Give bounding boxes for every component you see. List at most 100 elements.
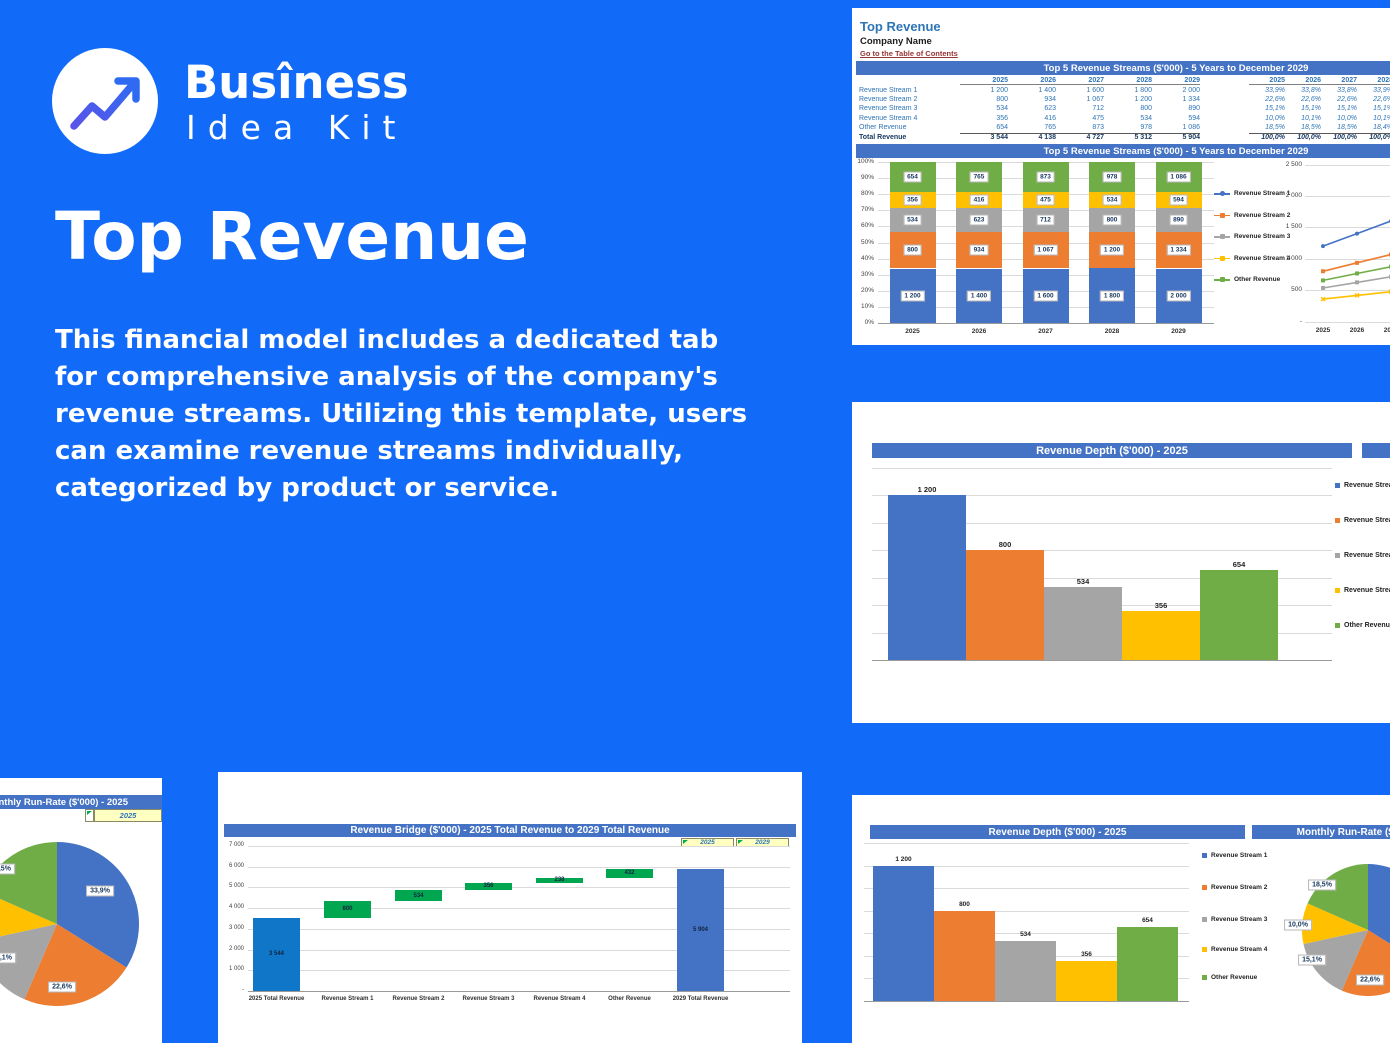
waterfall-chart: 7 000 6 000 5 000 4 000 3 000 2 000 1 000 - 3 54…	[218, 772, 802, 1043]
cell-pct: 22,6%	[1301, 96, 1321, 104]
cell-pct: 18,5%	[1265, 123, 1285, 131]
gridline	[864, 933, 1189, 935]
y-axis-tick: 30%	[860, 270, 874, 278]
waterfall-bar	[253, 917, 300, 991]
gridline	[1305, 290, 1390, 292]
y-axis-tick: 90%	[860, 174, 874, 182]
y-axis-tick: 7 000	[228, 842, 244, 848]
depth-bar	[1200, 570, 1278, 660]
stacked-bar-chart: 100% 90% 80% 70% 60% 50% 40% 30% 20% 10% 0% 1 200 80…	[852, 154, 1292, 342]
total-value: 3 544	[990, 134, 1008, 142]
combo-indicator	[85, 809, 94, 822]
legend-line-icon	[1214, 277, 1230, 283]
segment-label: 800	[903, 244, 922, 256]
year-header: 2028	[1104, 77, 1152, 85]
cell-pct: 10,0%	[1337, 114, 1357, 122]
depth-title-bar: Revenue Depth ($'000) - 2025	[872, 443, 1352, 458]
legend-label: Revenue Stream 3	[1344, 552, 1390, 559]
legend-line-icon	[1214, 191, 1230, 197]
cell-value: 890	[1188, 105, 1200, 113]
brand-logo	[52, 48, 158, 154]
y-axis-tick: -	[1299, 317, 1302, 325]
segment-label: 1 200	[900, 290, 925, 302]
depth-bar-chart-small: 1 200 800 534 356 654 Revenue Stream 1 Revenue…	[852, 795, 1390, 1043]
total-value: 5 904	[1182, 134, 1200, 142]
gridline	[248, 887, 790, 889]
y-axis-tick: 1 000	[228, 966, 244, 973]
y-axis-tick: 4 000	[228, 904, 244, 911]
page-title: Top Revenue	[55, 198, 529, 275]
bar-value-label: 238	[554, 877, 565, 884]
legend-line-icon	[1214, 234, 1230, 240]
segment-label: 1 800	[1099, 290, 1125, 302]
cell-value: 594	[1188, 114, 1200, 122]
y-axis-tick: 60%	[860, 222, 874, 230]
depth-bar	[873, 865, 934, 1001]
gridline	[1305, 258, 1390, 260]
y-axis-tick: 2 000	[1285, 191, 1302, 199]
legend-item: Revenue Stream 3	[1335, 552, 1390, 559]
row-label: Revenue Stream 2	[859, 96, 918, 104]
legend-label: Other Revenue	[1234, 276, 1281, 283]
gridline	[1305, 321, 1390, 323]
legend-item: Revenue Stream 1	[1214, 190, 1290, 197]
total-value: 5 312	[1134, 134, 1152, 142]
cell-pct: 10,1%	[1373, 114, 1390, 122]
total-value: 4 727	[1086, 134, 1104, 142]
row-values: 356 416 475 534 594	[960, 115, 1200, 122]
total-value: 4 138	[1038, 134, 1056, 142]
stacked-chart-legend: Revenue Stream 1 Revenue Stream 2 Revenue …	[1214, 190, 1298, 320]
gridline	[1305, 164, 1390, 166]
segment-label: 534	[1102, 194, 1122, 206]
cell-value: 800	[996, 96, 1008, 104]
y-axis-tick: -	[242, 987, 244, 993]
y-axis-tick: 5 000	[228, 883, 244, 890]
cell-value: 1 334	[1182, 96, 1200, 104]
gridline	[872, 550, 1332, 552]
cell-pct: 15,1%	[1337, 105, 1357, 113]
total-label: Total Revenue	[859, 133, 907, 141]
segment-label: 1 334	[1166, 244, 1191, 256]
legend-item: Revenue Stream 1	[1335, 482, 1390, 489]
brand-name: Busîness	[184, 56, 409, 109]
dropdown-arrow-icon	[738, 840, 743, 844]
cell-pct: 22,6%	[1265, 96, 1285, 104]
cell-pct: 18,5%	[1337, 123, 1357, 131]
next-title-bar-clipped	[1362, 443, 1390, 458]
legend-item: Revenue Stream 3	[1214, 233, 1290, 240]
legend-label: Other Revenue	[1344, 622, 1390, 629]
x-axis-label: Revenue Stream 1	[321, 996, 374, 1002]
pie-slice	[1303, 930, 1368, 991]
page-description: This financial model includes a dedicate…	[55, 325, 748, 503]
legend-swatch	[1202, 885, 1207, 890]
row-label: Revenue Stream 3	[859, 105, 918, 113]
gridline	[872, 522, 1332, 524]
legend-label: Revenue Stream 1	[1234, 190, 1291, 197]
y-axis-tick: 0%	[864, 319, 874, 326]
x-axis-label: 2029	[1171, 328, 1186, 335]
x-axis-label: Revenue Stream 3	[462, 996, 515, 1002]
legend-item: Revenue Stream 4	[1214, 255, 1290, 262]
x-axis-label: 2027	[1038, 328, 1053, 335]
run-rate-pie-small	[1301, 864, 1390, 996]
year-selector[interactable]: 2025	[94, 809, 162, 822]
table-row: Revenue Stream 1 1 200 1 400 1 600 1 800 2 00…	[852, 86, 1390, 95]
pie-slice	[0, 898, 57, 937]
bar-value-label: 534	[1020, 930, 1031, 938]
bar-value-label: 800	[998, 540, 1012, 550]
toc-link[interactable]: Go to the Table of Contents	[860, 49, 958, 58]
run-rate-title-bar: Monthly Run-Rate ($'000) - 2025	[0, 795, 162, 809]
x-axis-label: 2029 Total Revenue	[672, 996, 729, 1002]
total-pct: 100,0%	[1369, 134, 1390, 142]
gridline	[872, 495, 1332, 497]
gridline	[248, 846, 790, 847]
pct-year-header: 2028	[1357, 77, 1390, 85]
cell-pct: 22,6%	[1337, 96, 1357, 104]
legend-item: Revenue Stream 2	[1335, 517, 1390, 524]
bar-value-label: 654	[1232, 560, 1246, 570]
bar-value-label: 432	[624, 870, 635, 877]
segment-label: 1 086	[1166, 171, 1191, 183]
